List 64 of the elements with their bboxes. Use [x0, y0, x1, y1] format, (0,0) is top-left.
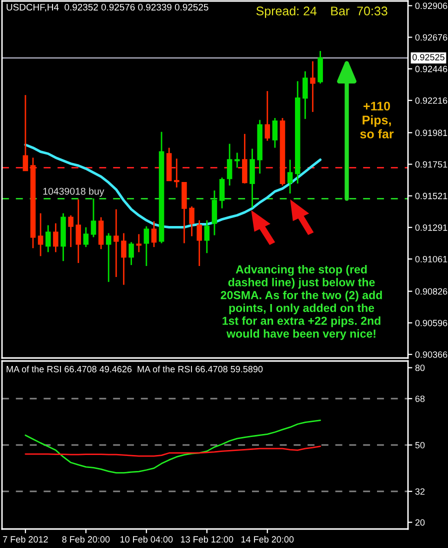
- y-tick-label: 0.92906: [415, 2, 448, 10]
- x-tick-label: 7 Feb 2012: [3, 536, 48, 543]
- y-tick-label: 0.91751: [415, 161, 448, 168]
- candlestick: [272, 117, 278, 148]
- x-tick-label: 13 Feb 12:00: [180, 536, 234, 543]
- candlestick: [318, 50, 323, 84]
- y-tick-label: 0.90366: [415, 351, 448, 358]
- y-tick-label: 68: [415, 396, 425, 402]
- y-tick-label: 0.91061: [415, 256, 448, 262]
- candlestick: [196, 220, 202, 267]
- line-series: [24, 446, 321, 457]
- candlestick: [90, 198, 96, 238]
- ref-line-label: 10439018 buy: [43, 188, 104, 197]
- ref-line-label: 0.92525: [412, 54, 444, 60]
- candlestick: [98, 216, 104, 250]
- y-tick-label: 32: [415, 488, 425, 495]
- candlestick: [234, 152, 240, 168]
- x-tick-label: 14 Feb 20:00: [241, 536, 294, 543]
- x-tick-label: 10 Feb 04:00: [120, 536, 173, 543]
- candlestick: [53, 222, 58, 253]
- candlestick: [287, 159, 293, 194]
- candlestick: [212, 190, 218, 236]
- text: +110 Pips, so far: [360, 102, 394, 138]
- candlestick: [310, 60, 316, 113]
- candlestick: [136, 233, 142, 253]
- y-tick-label: 20: [415, 519, 425, 526]
- y-tick-label: 0.91291: [415, 224, 448, 231]
- y-tick-label: 0.91981: [415, 130, 448, 136]
- y-tick-label: 0.90596: [415, 320, 448, 326]
- y-tick-label: 0.92216: [415, 97, 448, 104]
- candlestick: [302, 70, 308, 120]
- y-tick-label: 0.91521: [415, 192, 448, 200]
- line-series: [24, 420, 321, 474]
- candlestick: [22, 94, 28, 172]
- y-tick-label: 0.92676: [415, 34, 448, 41]
- candlestick: [106, 232, 112, 283]
- candlestick: [204, 220, 210, 254]
- x-tick-label: 8 Feb 20:00: [62, 536, 110, 543]
- y-tick-label: 0.92446: [415, 66, 448, 72]
- candlestick: [68, 214, 74, 248]
- y-tick-label: 0.90826: [415, 288, 448, 295]
- y-tick-label: 80: [415, 364, 425, 372]
- candlestick: [219, 176, 225, 210]
- candlestick: [144, 226, 150, 267]
- annotation: MA of the RSI 66.4708 49.4626 MA of the RSI 66.4708 59.5890: [6, 366, 263, 372]
- candlestick: [38, 212, 44, 257]
- candlestick: [226, 143, 232, 186]
- candlestick: [189, 206, 194, 237]
- candlestick: [174, 158, 180, 188]
- candlestick: [128, 241, 134, 266]
- candlestick: [151, 220, 157, 248]
- candlestick: [45, 224, 51, 253]
- candlestick: [242, 133, 248, 184]
- annotation: Spread: 24: [256, 6, 317, 18]
- candlestick: [83, 226, 89, 248]
- candlestick: [264, 90, 270, 142]
- annotation: USDCHF,H4 0.92352 0.92576 0.92339 0.92525: [6, 4, 208, 12]
- candlestick: [121, 232, 126, 286]
- candlestick: [250, 148, 255, 208]
- annotation: Advancing the stop (red dashed line) just below the 20SMA. As for the two (2) add points, I only added on the 1st for an extra +22 pips. 2nd would have been very nice!: [220, 265, 382, 340]
- candlestick: [76, 198, 81, 264]
- y-tick-label: 50: [415, 442, 425, 448]
- candlestick: [114, 208, 119, 278]
- text: Bar 70:33: [331, 6, 388, 16]
